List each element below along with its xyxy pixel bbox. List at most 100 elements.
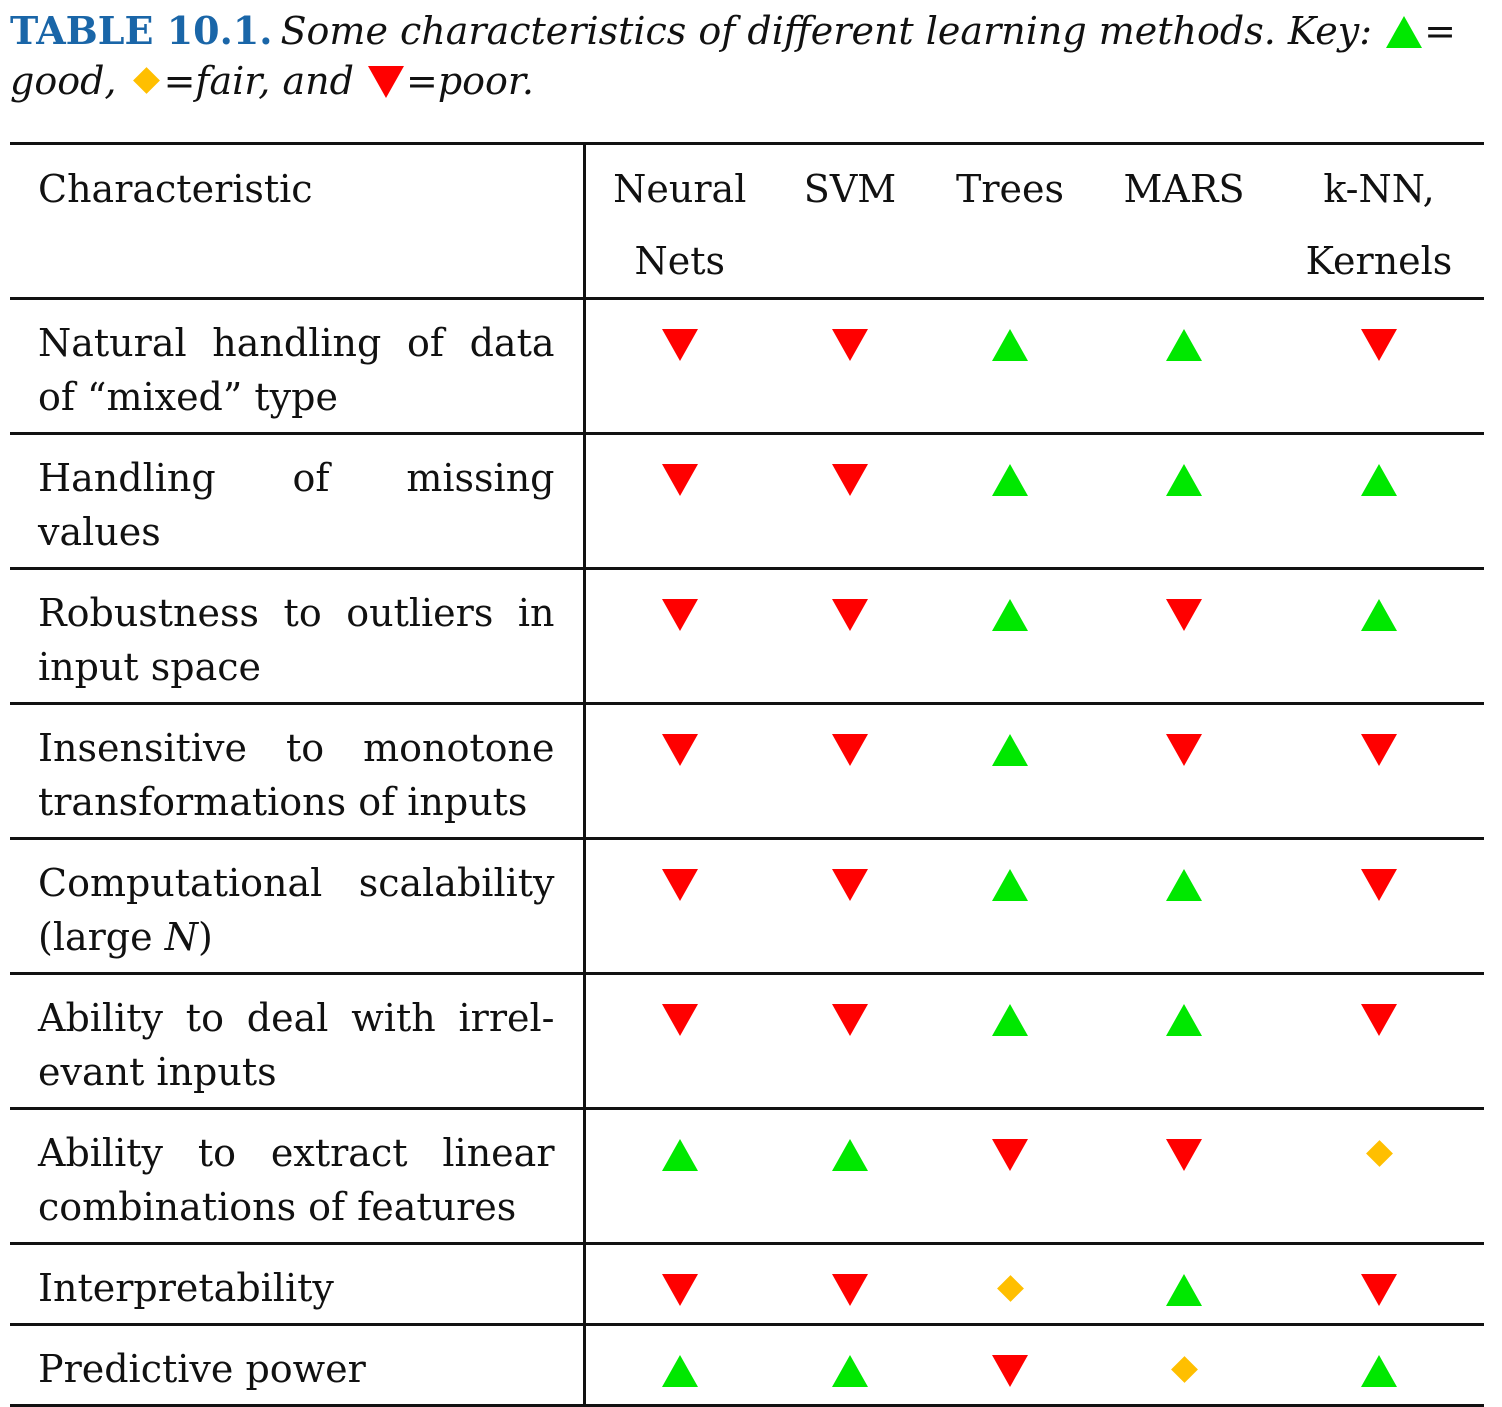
poor-triangle-down-icon bbox=[832, 464, 868, 496]
poor-triangle-down-icon bbox=[992, 1139, 1028, 1171]
method-header-line2: Nets bbox=[634, 239, 725, 283]
poor-triangle-down-icon bbox=[1166, 734, 1202, 766]
rating-cell-mars bbox=[1094, 298, 1274, 435]
good-triangle-up-icon bbox=[992, 464, 1028, 496]
rating-cell-neural-nets bbox=[584, 1108, 774, 1245]
poor-triangle-down-icon bbox=[1166, 1139, 1202, 1171]
characteristic-variable: N bbox=[164, 915, 198, 959]
table-row: Computational scalability (large N) bbox=[10, 838, 1484, 975]
method-header-line1: SVM bbox=[803, 167, 897, 211]
rating-cell-mars bbox=[1094, 973, 1274, 1110]
rating-cell-mars bbox=[1094, 568, 1274, 705]
method-header-mars: MARS bbox=[1094, 142, 1274, 300]
rating-cell-knn-kernels bbox=[1274, 298, 1484, 435]
good-triangle-up-icon bbox=[1361, 599, 1397, 631]
method-header-knn-kernels: k-NN, Kernels bbox=[1274, 142, 1484, 300]
characteristic-cell: Robustness to outliers in input space bbox=[10, 568, 586, 705]
rating-cell-svm bbox=[774, 703, 926, 840]
rating-cell-neural-nets bbox=[584, 1324, 774, 1407]
rating-cell-knn-kernels bbox=[1274, 973, 1484, 1110]
rating-cell-trees bbox=[926, 1108, 1094, 1245]
fair-diamond-icon bbox=[1365, 1140, 1393, 1167]
good-triangle-up-icon bbox=[1166, 869, 1202, 901]
table-caption: TABLE 10.1. Some characteristics of diffe… bbox=[10, 6, 1490, 106]
rating-cell-svm bbox=[774, 973, 926, 1110]
good-triangle-up-icon bbox=[1386, 15, 1423, 48]
rating-cell-trees bbox=[926, 973, 1094, 1110]
table-row: Predictive power bbox=[10, 1324, 1484, 1407]
table-row: Robustness to outliers in input space bbox=[10, 568, 1484, 705]
rating-cell-knn-kernels bbox=[1274, 703, 1484, 840]
poor-triangle-down-icon bbox=[832, 869, 868, 901]
good-triangle-up-icon bbox=[832, 1139, 868, 1171]
good-triangle-up-icon bbox=[1166, 464, 1202, 496]
characteristic-cell: Ability to deal with irrel-evant inputs bbox=[10, 973, 586, 1110]
good-triangle-up-icon bbox=[1361, 464, 1397, 496]
method-header-line2: Kernels bbox=[1305, 239, 1453, 283]
rating-cell-trees bbox=[926, 703, 1094, 840]
rating-cell-knn-kernels bbox=[1274, 433, 1484, 570]
good-triangle-up-icon bbox=[992, 599, 1028, 631]
rating-cell-trees bbox=[926, 1243, 1094, 1326]
learning-methods-table: Characteristic Neural Nets SVM Trees MAR… bbox=[10, 142, 1484, 1407]
characteristic-cell: Computational scalability (large N) bbox=[10, 838, 586, 975]
rating-cell-svm bbox=[774, 298, 926, 435]
rating-cell-svm bbox=[774, 838, 926, 975]
poor-triangle-down-icon bbox=[832, 734, 868, 766]
poor-triangle-down-icon bbox=[661, 869, 698, 901]
characteristic-cell: Ability to extract linear combinations o… bbox=[10, 1108, 586, 1245]
good-triangle-up-icon bbox=[832, 1355, 868, 1387]
rating-cell-neural-nets bbox=[584, 973, 774, 1110]
poor-triangle-down-icon bbox=[661, 329, 698, 361]
table-row: Natural handling of data of “mixed” type bbox=[10, 298, 1484, 435]
rating-cell-knn-kernels bbox=[1274, 568, 1484, 705]
rating-cell-knn-kernels bbox=[1274, 1324, 1484, 1407]
caption-text: Some characteristics of different learni… bbox=[280, 9, 1373, 53]
rating-cell-neural-nets bbox=[584, 433, 774, 570]
fair-diamond-icon bbox=[132, 67, 160, 94]
characteristic-cell: Handling of missing values bbox=[10, 433, 586, 570]
rating-cell-knn-kernels bbox=[1274, 1108, 1484, 1245]
poor-triangle-down-icon bbox=[1361, 1274, 1397, 1306]
table-row: Ability to extract linear combinations o… bbox=[10, 1108, 1484, 1245]
rating-cell-trees bbox=[926, 1324, 1094, 1407]
good-triangle-up-icon bbox=[1166, 329, 1202, 361]
poor-triangle-down-icon bbox=[832, 1004, 868, 1036]
table-row: Ability to deal with irrel-evant inputs bbox=[10, 973, 1484, 1110]
fair-diamond-icon bbox=[996, 1275, 1024, 1302]
rating-cell-mars bbox=[1094, 838, 1274, 975]
characteristic-cell: Predictive power bbox=[10, 1324, 586, 1407]
rating-cell-mars bbox=[1094, 1108, 1274, 1245]
poor-triangle-down-icon bbox=[1361, 1004, 1397, 1036]
rating-cell-svm bbox=[774, 433, 926, 570]
poor-triangle-down-icon bbox=[992, 1355, 1028, 1387]
rating-cell-mars bbox=[1094, 433, 1274, 570]
rating-cell-svm bbox=[774, 1108, 926, 1245]
good-triangle-up-icon bbox=[992, 869, 1028, 901]
table-label: TABLE 10.1. bbox=[10, 8, 273, 53]
method-header-line1: MARS bbox=[1123, 167, 1245, 211]
good-triangle-up-icon bbox=[992, 1004, 1028, 1036]
rating-cell-neural-nets bbox=[584, 838, 774, 975]
rating-cell-mars bbox=[1094, 1324, 1274, 1407]
key-fair-text: =fair, and bbox=[163, 59, 354, 103]
table-row: Handling of missing values bbox=[10, 433, 1484, 570]
poor-triangle-down-icon bbox=[832, 599, 868, 631]
method-header-trees: Trees bbox=[926, 142, 1094, 300]
poor-triangle-down-icon bbox=[661, 1004, 698, 1036]
characteristic-prefix: Computational scalability (large bbox=[38, 861, 555, 959]
characteristic-header: Characteristic bbox=[10, 142, 586, 300]
rating-cell-mars bbox=[1094, 703, 1274, 840]
rating-cell-knn-kernels bbox=[1274, 838, 1484, 975]
good-triangle-up-icon bbox=[661, 1139, 698, 1171]
rating-cell-trees bbox=[926, 568, 1094, 705]
table-header-row: Characteristic Neural Nets SVM Trees MAR… bbox=[10, 142, 1484, 300]
good-triangle-up-icon bbox=[992, 734, 1028, 766]
table-row: Insensitive to monotone transformations … bbox=[10, 703, 1484, 840]
method-header-line1: Trees bbox=[956, 167, 1064, 211]
method-header-svm: SVM bbox=[774, 142, 926, 300]
poor-triangle-down-icon bbox=[661, 599, 698, 631]
rating-cell-knn-kernels bbox=[1274, 1243, 1484, 1326]
poor-triangle-down-icon bbox=[661, 734, 698, 766]
poor-triangle-down-icon bbox=[832, 329, 868, 361]
